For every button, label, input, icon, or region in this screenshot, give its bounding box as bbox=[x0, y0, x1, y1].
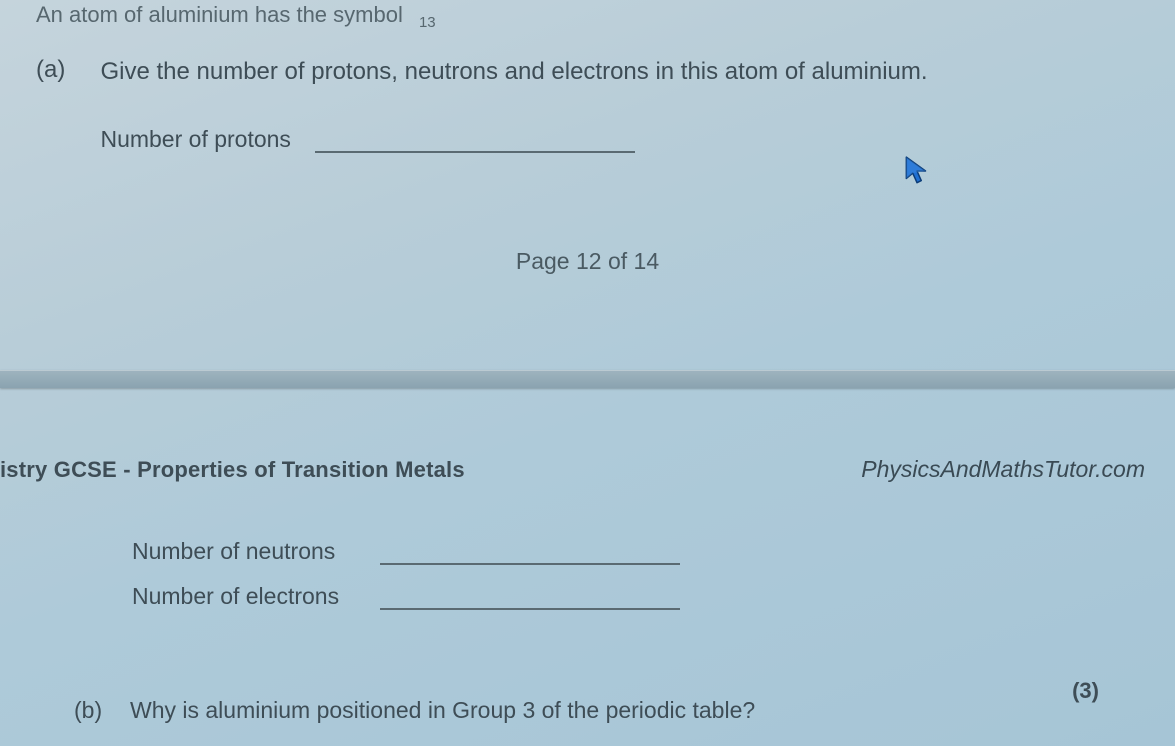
intro-line: An atom of aluminium has the symbol 13 bbox=[36, 2, 436, 31]
part-a-body: Give the number of protons, neutrons and… bbox=[100, 56, 1119, 153]
intro-text: An atom of aluminium has the symbol bbox=[36, 2, 403, 27]
protons-label: Number of protons bbox=[100, 126, 290, 153]
protons-blank[interactable] bbox=[315, 127, 635, 153]
symbol-subscript: 13 bbox=[419, 14, 436, 31]
header-left: istry GCSE - Properties of Transition Me… bbox=[0, 457, 465, 483]
part-a-prompt: Give the number of protons, neutrons and… bbox=[100, 56, 1119, 88]
neutrons-row: Number of neutrons bbox=[132, 538, 680, 565]
electrons-row: Number of electrons bbox=[132, 583, 680, 610]
neutrons-label: Number of neutrons bbox=[132, 538, 380, 565]
page-header: istry GCSE - Properties of Transition Me… bbox=[0, 456, 1145, 483]
page-indicator: Page 12 of 14 bbox=[0, 248, 1175, 275]
electrons-blank[interactable] bbox=[380, 584, 680, 610]
part-b-prompt: Why is aluminium positioned in Group 3 o… bbox=[130, 697, 755, 724]
page-divider bbox=[0, 370, 1175, 388]
electrons-label: Number of electrons bbox=[132, 583, 380, 610]
part-a: (a) Give the number of protons, neutrons… bbox=[36, 56, 1125, 153]
mouse-cursor-icon bbox=[904, 155, 930, 187]
neutrons-blank[interactable] bbox=[380, 539, 680, 565]
part-b-label: (b) bbox=[74, 697, 130, 724]
lower-fields: Number of neutrons Number of electrons bbox=[132, 538, 680, 628]
part-b: (b) Why is aluminium positioned in Group… bbox=[74, 697, 1115, 724]
part-a-label: (a) bbox=[36, 56, 96, 84]
worksheet-page: An atom of aluminium has the symbol 13 (… bbox=[0, 0, 1175, 746]
header-right: PhysicsAndMathsTutor.com bbox=[861, 456, 1145, 483]
protons-row: Number of protons bbox=[100, 126, 1119, 153]
